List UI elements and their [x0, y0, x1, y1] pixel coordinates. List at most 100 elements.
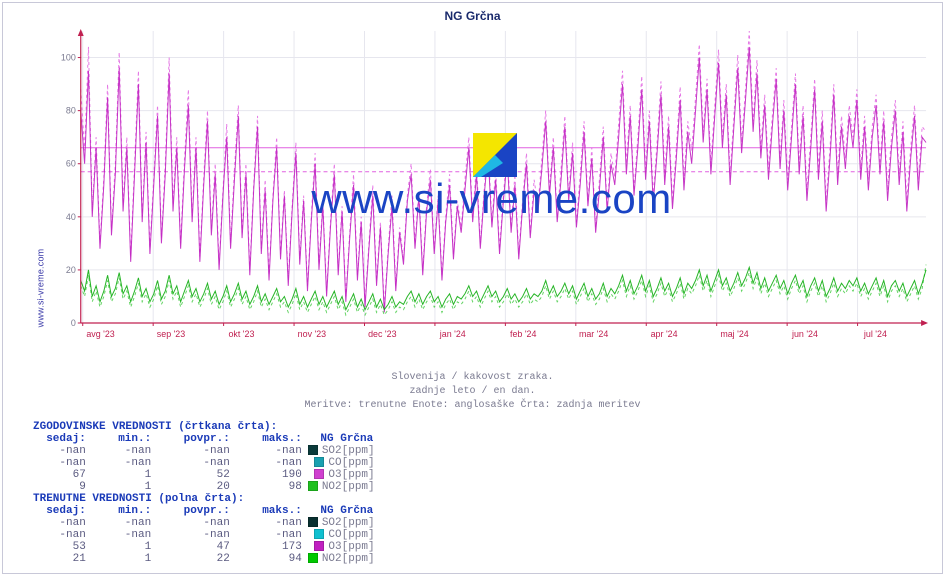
- table-row: -nan-nan-nan-nanCO[ppm]: [33, 529, 381, 541]
- table-cell: -nan: [236, 457, 308, 469]
- series-swatch-icon: [308, 445, 318, 455]
- svg-text:jul '24: jul '24: [863, 329, 887, 339]
- table-cell: -nan: [92, 445, 157, 457]
- data-table: sedaj:min.:povpr.:maks.: NG Grčna-nan-na…: [33, 433, 381, 493]
- caption-block: Slovenija / kakovost zraka. zadnje leto …: [3, 371, 942, 413]
- series-label: CO[ppm]: [328, 457, 374, 469]
- series-swatch-icon: [314, 529, 324, 539]
- table-row: 67152190O3[ppm]: [33, 469, 381, 481]
- series-cell: NO2[ppm]: [308, 553, 381, 565]
- series-cell: SO2[ppm]: [308, 517, 381, 529]
- data-tables: ZGODOVINSKE VREDNOSTI (črtkana črta):sed…: [33, 421, 381, 565]
- table-cell: -nan: [33, 517, 92, 529]
- series-label: NO2[ppm]: [322, 481, 375, 493]
- table-row: 912098 NO2[ppm]: [33, 481, 381, 493]
- table-header-row: sedaj:min.:povpr.:maks.: NG Grčna: [33, 433, 381, 445]
- col-header: povpr.:: [157, 433, 236, 445]
- series-cell: O3[ppm]: [308, 469, 381, 481]
- table-cell: 22: [157, 553, 236, 565]
- series-cell: NO2[ppm]: [308, 481, 381, 493]
- table-cell: -nan: [157, 529, 236, 541]
- table-cell: -nan: [33, 445, 92, 457]
- location-header: NG Grčna: [308, 433, 381, 445]
- svg-text:mar '24: mar '24: [579, 329, 608, 339]
- caption-line: Meritve: trenutne Enote: anglosaške Črta…: [3, 399, 942, 413]
- series-swatch-icon: [314, 469, 324, 479]
- chart-title: NG Grčna: [3, 9, 942, 23]
- table-cell: 1: [92, 541, 157, 553]
- svg-text:80: 80: [66, 106, 76, 116]
- table-row: -nan-nan-nan-nanCO[ppm]: [33, 457, 381, 469]
- series-cell: SO2[ppm]: [308, 445, 381, 457]
- col-header: povpr.:: [157, 505, 236, 517]
- col-header: sedaj:: [33, 505, 92, 517]
- table-row: -nan-nan-nan-nanSO2[ppm]: [33, 445, 381, 457]
- svg-text:0: 0: [71, 318, 76, 328]
- site-label-vertical: www.si-vreme.com: [35, 249, 45, 328]
- table-row: 53147173O3[ppm]: [33, 541, 381, 553]
- table-cell: -nan: [157, 457, 236, 469]
- series-label: O3[ppm]: [328, 469, 374, 481]
- series-label: NO2[ppm]: [322, 553, 375, 565]
- table-cell: 98: [236, 481, 308, 493]
- table-cell: 9: [33, 481, 92, 493]
- table-cell: 52: [157, 469, 236, 481]
- table-cell: 94: [236, 553, 308, 565]
- series-label: SO2[ppm]: [322, 517, 375, 529]
- series-swatch-icon: [308, 553, 318, 563]
- table-cell: -nan: [236, 445, 308, 457]
- svg-text:maj '24: maj '24: [720, 329, 748, 339]
- table-header-row: sedaj:min.:povpr.:maks.: NG Grčna: [33, 505, 381, 517]
- svg-text:20: 20: [66, 265, 76, 275]
- table-cell: -nan: [157, 517, 236, 529]
- watermark-logo: [473, 133, 517, 177]
- table-cell: 20: [157, 481, 236, 493]
- table-cell: 1: [92, 469, 157, 481]
- series-cell: CO[ppm]: [308, 529, 381, 541]
- caption-line: zadnje leto / en dan.: [3, 385, 942, 399]
- svg-text:jun '24: jun '24: [791, 329, 818, 339]
- svg-text:apr '24: apr '24: [651, 329, 678, 339]
- series-label: O3[ppm]: [328, 541, 374, 553]
- table-cell: 190: [236, 469, 308, 481]
- series-swatch-icon: [314, 457, 324, 467]
- col-header: min.:: [92, 505, 157, 517]
- table-cell: -nan: [92, 517, 157, 529]
- series-swatch-icon: [308, 517, 318, 527]
- table-cell: -nan: [33, 529, 92, 541]
- series-cell: CO[ppm]: [308, 457, 381, 469]
- table-cell: 53: [33, 541, 92, 553]
- location-header: NG Grčna: [308, 505, 381, 517]
- table-cell: -nan: [92, 457, 157, 469]
- table-cell: -nan: [33, 457, 92, 469]
- table-cell: -nan: [157, 445, 236, 457]
- svg-text:feb '24: feb '24: [510, 329, 536, 339]
- chart-frame: www.si-vreme.com NG Grčna 020406080100av…: [2, 2, 943, 574]
- svg-text:okt '23: okt '23: [228, 329, 254, 339]
- svg-text:avg '23: avg '23: [86, 329, 114, 339]
- table-cell: -nan: [236, 529, 308, 541]
- table-section-heading: TRENUTNE VREDNOSTI (polna črta):: [33, 493, 381, 505]
- data-table: sedaj:min.:povpr.:maks.: NG Grčna-nan-na…: [33, 505, 381, 565]
- table-cell: -nan: [92, 529, 157, 541]
- svg-text:jan '24: jan '24: [439, 329, 466, 339]
- table-cell: 21: [33, 553, 92, 565]
- series-label: SO2[ppm]: [322, 445, 375, 457]
- table-cell: 1: [92, 553, 157, 565]
- svg-text:sep '23: sep '23: [157, 329, 185, 339]
- svg-text:100: 100: [61, 53, 76, 63]
- col-header: maks.:: [236, 433, 308, 445]
- svg-text:nov '23: nov '23: [298, 329, 326, 339]
- table-cell: 1: [92, 481, 157, 493]
- table-cell: -nan: [236, 517, 308, 529]
- chart-area: 020406080100avg '23sep '23okt '23nov '23…: [53, 27, 930, 347]
- chart-svg: 020406080100avg '23sep '23okt '23nov '23…: [53, 27, 930, 347]
- table-cell: 173: [236, 541, 308, 553]
- series-cell: O3[ppm]: [308, 541, 381, 553]
- svg-text:dec '23: dec '23: [368, 329, 396, 339]
- series-swatch-icon: [308, 481, 318, 491]
- series-swatch-icon: [314, 541, 324, 551]
- col-header: sedaj:: [33, 433, 92, 445]
- table-row: 2112294 NO2[ppm]: [33, 553, 381, 565]
- svg-text:60: 60: [66, 159, 76, 169]
